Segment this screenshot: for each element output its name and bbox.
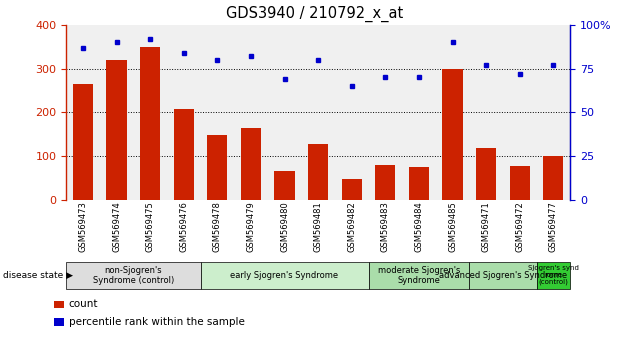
Bar <box>409 167 429 200</box>
Text: moderate Sjogren's
Syndrome: moderate Sjogren's Syndrome <box>378 266 460 285</box>
Text: percentile rank within the sample: percentile rank within the sample <box>69 317 244 327</box>
Bar <box>73 84 93 200</box>
Bar <box>308 144 328 200</box>
Bar <box>341 179 362 200</box>
Bar <box>275 171 295 200</box>
Bar <box>442 69 462 200</box>
Bar <box>543 156 563 200</box>
Bar <box>106 60 127 200</box>
Bar <box>476 148 496 200</box>
Bar <box>241 128 261 200</box>
Text: advanced Sjogren's Syndrome: advanced Sjogren's Syndrome <box>439 271 567 280</box>
Text: GDS3940 / 210792_x_at: GDS3940 / 210792_x_at <box>226 5 404 22</box>
Text: non-Sjogren's
Syndrome (control): non-Sjogren's Syndrome (control) <box>93 266 174 285</box>
Bar <box>207 135 227 200</box>
Bar <box>510 166 530 200</box>
Bar <box>375 165 396 200</box>
Text: count: count <box>69 299 98 309</box>
Bar <box>174 109 194 200</box>
Text: early Sjogren's Syndrome: early Sjogren's Syndrome <box>231 271 338 280</box>
Bar <box>140 47 160 200</box>
Text: Sjogren's synd
rome
(control): Sjogren's synd rome (control) <box>528 265 579 285</box>
Text: disease state ▶: disease state ▶ <box>3 271 73 280</box>
